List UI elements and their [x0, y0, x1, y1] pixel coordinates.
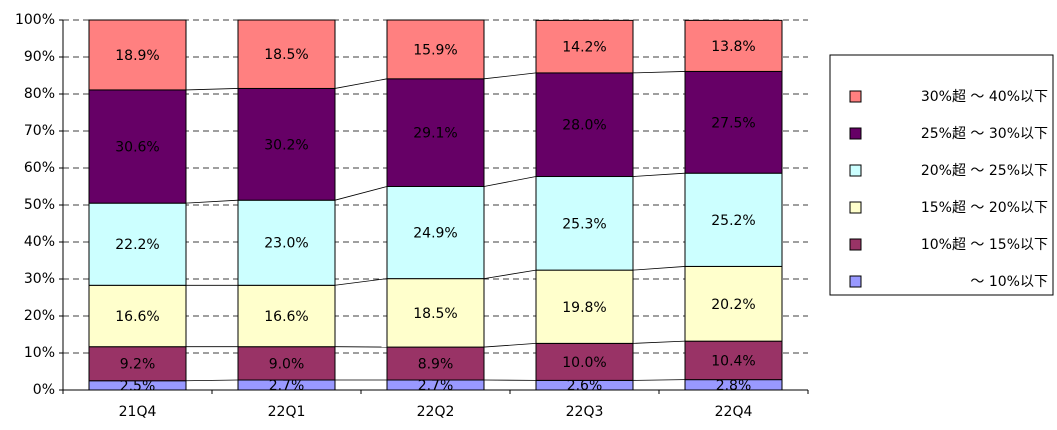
- value-label: 10.4%: [711, 353, 755, 369]
- y-tick-label: 40%: [24, 234, 55, 250]
- bar-segment: [535, 342, 634, 381]
- bar-segment: [684, 172, 783, 267]
- legend-box: [829, 54, 1054, 296]
- value-label: 13.8%: [711, 39, 755, 55]
- bar-segment: [88, 346, 187, 382]
- value-label: 10.0%: [562, 355, 606, 371]
- bar-segment: [386, 278, 485, 348]
- series-line: [483, 269, 537, 280]
- bar-segment: [237, 19, 336, 89]
- legend-swatch: [849, 201, 862, 214]
- legend-label: 30%超 ～ 40%以下: [921, 89, 1048, 105]
- bar-segment: [535, 269, 634, 344]
- x-tick-label: 21Q4: [119, 404, 157, 420]
- series-line: [483, 176, 537, 187]
- value-label: 18.9%: [115, 48, 159, 64]
- bar-segment: [88, 202, 187, 286]
- series-line: [632, 172, 686, 177]
- series-line: [185, 379, 239, 382]
- legend-label: 25%超 ～ 30%以下: [921, 126, 1048, 142]
- value-label: 2.8%: [716, 378, 752, 394]
- legend-swatch: [849, 275, 862, 288]
- value-label: 23.0%: [264, 236, 308, 252]
- bar-segment: [684, 265, 783, 342]
- series-line: [632, 266, 686, 271]
- bar-segment: [684, 19, 783, 72]
- value-label: 29.1%: [413, 126, 457, 142]
- value-label: 16.6%: [115, 309, 159, 325]
- y-tick-label: 20%: [24, 308, 55, 324]
- series-line: [483, 72, 537, 80]
- bar-segment: [386, 346, 485, 381]
- value-label: 27.5%: [711, 115, 755, 131]
- value-label: 25.2%: [711, 213, 755, 229]
- legend-label: 20%超 ～ 25%以下: [921, 163, 1048, 179]
- y-tick-label: 0%: [33, 382, 55, 398]
- value-label: 22.2%: [115, 237, 159, 253]
- y-tick-label: 100%: [15, 12, 55, 28]
- y-tick-label: 10%: [24, 345, 55, 361]
- y-tick-label: 70%: [24, 123, 55, 139]
- legend-swatch: [849, 238, 862, 251]
- x-tick-label: 22Q1: [268, 404, 306, 420]
- bar-segment: [535, 72, 634, 178]
- series-line: [185, 199, 239, 204]
- y-tick-label: 30%: [24, 271, 55, 287]
- legend-swatch: [849, 127, 862, 140]
- value-label: 24.9%: [413, 226, 457, 242]
- bar-segment: [684, 340, 783, 381]
- legend-label: ～ 10%以下: [970, 274, 1048, 290]
- series-line: [632, 71, 686, 74]
- value-label: 30.6%: [115, 140, 159, 156]
- value-label: 18.5%: [413, 306, 457, 322]
- bar-segment: [386, 186, 485, 280]
- series-line: [483, 342, 537, 348]
- bar-segment: [535, 19, 634, 74]
- series-line: [334, 186, 388, 201]
- y-tick-label: 60%: [24, 160, 55, 176]
- legend-swatch: [849, 164, 862, 177]
- bar-segment: [237, 199, 336, 286]
- bar-segment: [237, 284, 336, 348]
- value-label: 16.6%: [264, 309, 308, 325]
- bar-segment: [88, 89, 187, 204]
- bar-segment: [535, 176, 634, 271]
- legend-label: 15%超 ～ 20%以下: [921, 200, 1048, 216]
- value-label: 30.2%: [264, 137, 308, 153]
- value-label: 19.8%: [562, 300, 606, 316]
- y-tick-label: 90%: [24, 49, 55, 65]
- series-line: [334, 278, 388, 286]
- bar-segment: [684, 70, 783, 174]
- value-label: 20.2%: [711, 297, 755, 313]
- x-tick-label: 22Q3: [566, 404, 604, 420]
- bar-segment: [88, 284, 187, 348]
- y-tick-label: 50%: [24, 197, 55, 213]
- series-line: [632, 340, 686, 344]
- x-tick-label: 22Q2: [417, 404, 455, 420]
- value-label: 8.9%: [418, 357, 454, 373]
- series-line: [632, 379, 686, 381]
- value-label: 18.5%: [264, 47, 308, 63]
- bar-segment: [88, 19, 187, 91]
- value-label: 25.3%: [562, 216, 606, 232]
- value-label: 14.2%: [562, 40, 606, 56]
- value-label: 28.0%: [562, 118, 606, 134]
- legend-swatch: [849, 90, 862, 103]
- value-label: 9.2%: [120, 357, 156, 373]
- bar-segment: [386, 78, 485, 187]
- series-line: [185, 88, 239, 91]
- value-label: 15.9%: [413, 42, 457, 58]
- bar-segment: [386, 19, 485, 80]
- series-line: [334, 78, 388, 89]
- bar-segment: [237, 87, 336, 201]
- y-tick-label: 80%: [24, 86, 55, 102]
- value-label: 9.0%: [269, 356, 305, 372]
- legend-label: 10%超 ～ 15%以下: [921, 237, 1048, 253]
- x-tick-label: 22Q4: [715, 404, 753, 420]
